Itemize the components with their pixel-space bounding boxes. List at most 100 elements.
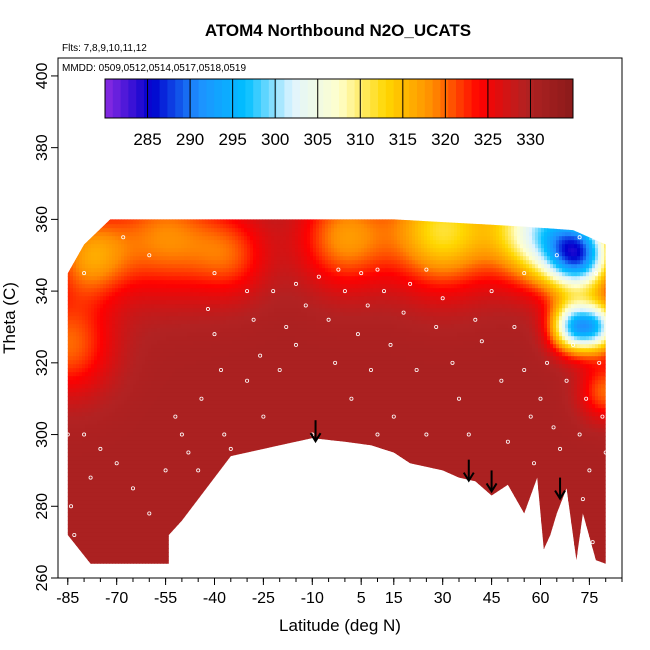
y-tick-label: 360 <box>34 206 51 233</box>
observation-point <box>571 342 576 347</box>
observation-point <box>593 271 598 276</box>
observation-point <box>590 540 595 545</box>
x-tick-label: 45 <box>483 590 501 607</box>
observation-point <box>440 296 445 301</box>
observation-point <box>82 432 87 437</box>
colorbar-tick-label: 325 <box>474 130 502 149</box>
x-axis: -85 -70 -55 -40 -25 -10 5 15 30 45 60 75 <box>56 578 623 607</box>
observation-point <box>82 271 87 276</box>
observation-point <box>245 378 250 383</box>
colorbar-tick-label: 290 <box>176 130 204 149</box>
observation-point <box>551 425 556 430</box>
observation-point <box>228 446 233 451</box>
observation-point <box>580 497 585 502</box>
observation-point <box>456 396 461 401</box>
x-tick-label: -55 <box>154 590 177 607</box>
heatmap-field <box>67 219 606 564</box>
observation-point <box>349 396 354 401</box>
observation-point <box>359 271 364 276</box>
observation-point <box>522 367 527 372</box>
observation-point <box>434 324 439 329</box>
observation-point <box>186 450 191 455</box>
observation-point <box>597 360 602 365</box>
colorbar-tick-label: 295 <box>218 130 246 149</box>
observation-point <box>545 360 550 365</box>
observation-point <box>342 289 347 294</box>
observation-point <box>587 468 592 473</box>
observation-point <box>600 414 605 419</box>
x-tick-label: -25 <box>252 590 275 607</box>
arrow-markers <box>309 420 566 501</box>
observation-point <box>293 342 298 347</box>
observation-point <box>603 450 608 455</box>
y-tick-label: 400 <box>34 62 51 89</box>
y-axis: 260 280 300 320 340 360 380 400 <box>34 62 58 591</box>
colorbar-tick-label: 320 <box>431 130 459 149</box>
x-tick-label: 75 <box>581 590 599 607</box>
y-tick-label: 280 <box>34 493 51 520</box>
observation-point <box>375 267 380 272</box>
observation-point <box>147 511 152 516</box>
y-tick-label: 260 <box>34 565 51 592</box>
observation-point <box>196 468 201 473</box>
observation-point <box>489 289 494 294</box>
observation-point <box>271 289 276 294</box>
y-tick-label: 300 <box>34 421 51 448</box>
observation-point <box>121 235 126 240</box>
arrow-marker <box>462 459 475 483</box>
plot-frame <box>57 57 623 579</box>
observation-point <box>531 461 536 466</box>
observation-point <box>284 324 289 329</box>
chart-title: ATOM4 Northbound N2O_UCATS <box>205 21 471 40</box>
observation-point <box>333 360 338 365</box>
observation-point <box>538 396 543 401</box>
observation-point <box>388 342 393 347</box>
observation-point <box>450 360 455 365</box>
x-axis-label: Latitude (deg N) <box>279 616 401 635</box>
observation-point <box>554 253 559 258</box>
colorbar-tick-label: 330 <box>516 130 544 149</box>
colorbar-labels: 285 290 295 300 305 310 315 320 325 330 <box>133 130 544 149</box>
y-tick-label: 340 <box>34 278 51 305</box>
observation-point <box>147 253 152 258</box>
x-tick-label: -10 <box>301 590 324 607</box>
observation-point <box>62 468 67 473</box>
observation-point <box>205 307 210 312</box>
observation-point <box>473 317 478 322</box>
arrow-marker <box>485 470 498 494</box>
observation-point <box>199 396 204 401</box>
observation-point <box>326 317 331 322</box>
observation-point <box>522 271 527 276</box>
observation-point <box>558 446 563 451</box>
colorbar <box>104 78 574 119</box>
colorbar-tick-label: 315 <box>389 130 417 149</box>
dates-note: MMDD: 0509,0512,0514,0517,0518,0519 <box>62 63 246 74</box>
observation-point <box>173 414 178 419</box>
observation-point <box>577 235 582 240</box>
observation-point <box>571 224 576 229</box>
x-tick-label: 60 <box>532 590 550 607</box>
observation-point <box>499 378 504 383</box>
observation-point <box>219 367 224 372</box>
arrow-marker <box>309 420 322 444</box>
observation-point <box>222 432 227 437</box>
y-tick-label: 380 <box>34 134 51 161</box>
observation-point <box>466 432 471 437</box>
x-tick-label: -85 <box>56 590 79 607</box>
y-tick-label: 320 <box>34 349 51 376</box>
observation-point <box>505 439 510 444</box>
colorbar-tick-label: 310 <box>346 130 374 149</box>
observation-point <box>528 414 533 419</box>
observation-points <box>62 224 608 545</box>
observation-point <box>512 324 517 329</box>
x-tick-label: -40 <box>203 590 226 607</box>
observation-point <box>261 414 266 419</box>
observation-point <box>130 486 135 491</box>
colorbar-tick-label: 300 <box>261 130 289 149</box>
x-tick-label: 5 <box>357 590 366 607</box>
observation-point <box>424 267 429 272</box>
observation-point <box>251 317 256 322</box>
observation-point <box>163 468 168 473</box>
y-axis-label: Theta (C) <box>0 282 19 354</box>
